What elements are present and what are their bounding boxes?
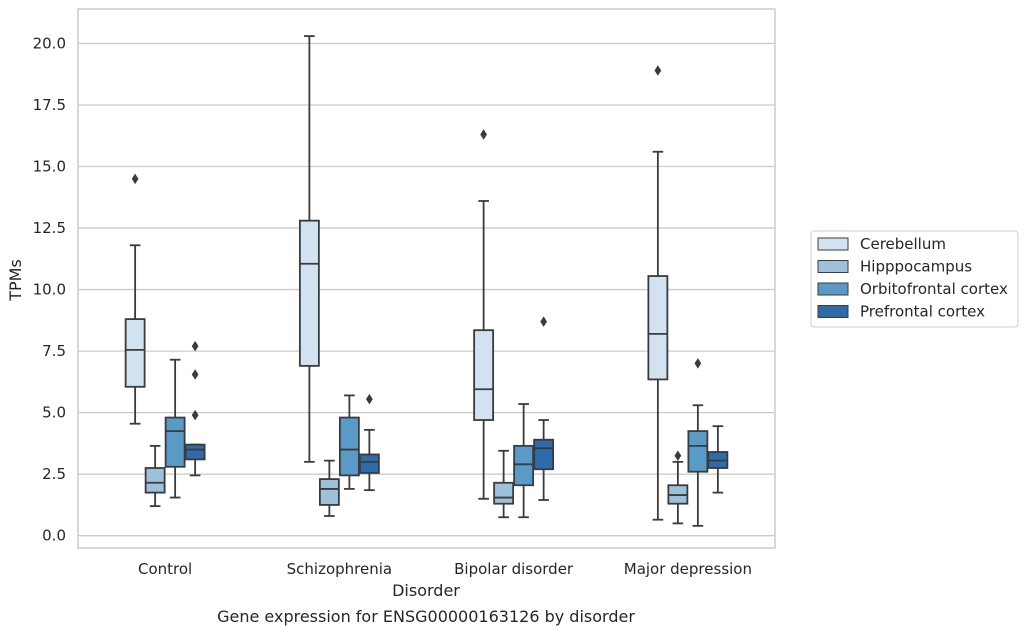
y-axis-ticks: 0.0 2.5 5.0 7.5 10.0 12.5 15.0 17.5 20.0 [33, 34, 66, 544]
box-iqr [298, 219, 320, 367]
box-2-1 [493, 449, 515, 519]
y-tick-label: 10.0 [33, 281, 66, 299]
y-tick-label: 17.5 [33, 96, 66, 114]
outlier-point [654, 65, 662, 76]
box-iqr [687, 430, 709, 473]
outlier-point [674, 450, 682, 461]
y-tick-label: 12.5 [33, 219, 66, 237]
y-tick-label: 7.5 [42, 342, 66, 360]
plot-area [124, 35, 729, 527]
legend-swatch [817, 305, 849, 318]
box-2-2 [513, 403, 535, 519]
x-tick-label: Schizophrenia [287, 560, 392, 578]
outlier-point [366, 393, 373, 405]
x-axis-ticks: Control Schizophrenia Bipolar disorder Majo… [138, 560, 752, 578]
outlier-point [191, 340, 199, 352]
box-2-3 [533, 316, 555, 501]
legend-items: Cerebellum Hipppocampus Orbitofrontal cort… [817, 235, 1008, 321]
box-3-2 [687, 358, 709, 527]
y-tick-label: 5.0 [42, 404, 66, 422]
box-3-1 [667, 450, 689, 525]
y-tick-label: 2.5 [42, 465, 66, 483]
legend: Cerebellum Hipppocampus Orbitofrontal cort… [810, 230, 1019, 328]
box-0-1 [144, 444, 166, 508]
box-1-2 [338, 394, 360, 490]
outlier-point [131, 173, 139, 185]
legend-swatch [817, 237, 849, 251]
x-tick-label: Bipolar disorder [454, 560, 574, 578]
outlier-point [694, 358, 702, 369]
box-iqr [493, 481, 515, 505]
box-1-1 [318, 459, 340, 517]
box-iqr [358, 453, 380, 474]
box-1-0 [298, 35, 320, 463]
y-tick-label: 20.0 [33, 34, 66, 52]
outlier-point [191, 409, 199, 421]
x-axis-label: Disorder [392, 581, 460, 600]
legend-label: Hipppocampus [860, 258, 972, 276]
legend-frame [810, 230, 1019, 328]
box-iqr [124, 318, 146, 388]
x-tick-label: Major depression [624, 560, 752, 578]
outlier-point [480, 129, 487, 140]
box-1-3 [358, 393, 380, 492]
box-iqr [533, 438, 555, 471]
chart-title: Gene expression for ENSG00000163126 by d… [217, 607, 635, 626]
box-iqr [164, 416, 186, 468]
outlier-point [191, 369, 199, 380]
box-iqr [144, 467, 166, 494]
box-iqr [318, 478, 340, 506]
box-0-2 [164, 358, 186, 499]
box-3-3 [707, 425, 729, 494]
legend-swatch [817, 260, 849, 273]
box-iqr [338, 416, 360, 477]
box-2-0 [473, 129, 495, 500]
box-iqr [513, 444, 535, 487]
box-0-3 [184, 340, 206, 477]
y-tick-label: 15.0 [33, 158, 66, 176]
box-0-0 [124, 173, 146, 425]
y-axis-label: TPMs [6, 259, 25, 302]
legend-label: Orbitofrontal cortex [860, 280, 1008, 298]
box-3-0 [647, 65, 669, 521]
box-iqr [473, 329, 495, 421]
x-tick-label: Control [138, 560, 192, 578]
outlier-point [540, 316, 547, 327]
plot-frame [77, 8, 776, 549]
legend-swatch [817, 282, 849, 296]
box-iqr [647, 275, 669, 381]
box-iqr [184, 443, 206, 461]
legend-label: Prefrontal cortex [860, 303, 985, 321]
y-tick-label: 0.0 [42, 527, 66, 545]
legend-label: Cerebellum [860, 235, 946, 253]
